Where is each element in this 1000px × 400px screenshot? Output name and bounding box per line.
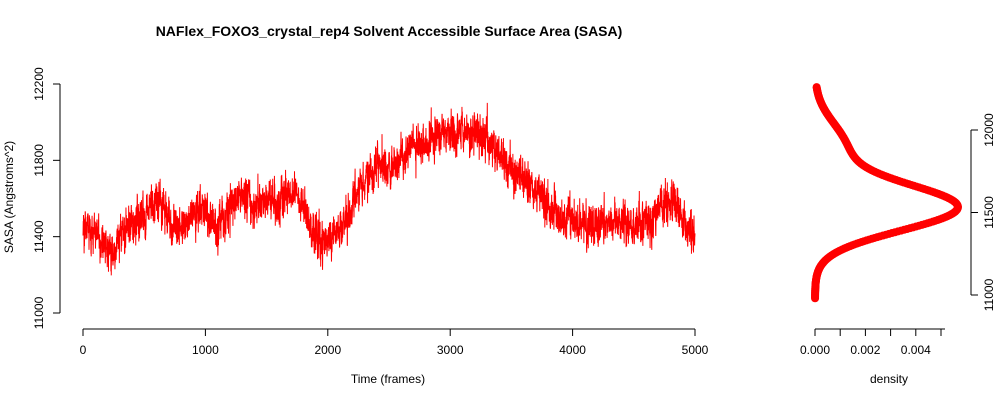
density-point — [812, 83, 821, 92]
density-y-tick-label: 11000 — [982, 278, 996, 311]
chart-title: NAFlex_FOXO3_crystal_rep4 Solvent Access… — [156, 23, 623, 39]
density-y-ticks: 11000 11500 12000 — [971, 113, 996, 311]
x-ticks: 0 1000 2000 3000 4000 5000 — [80, 329, 709, 357]
y-tick-label: 12200 — [32, 67, 46, 101]
x-tick-label: 2000 — [314, 343, 341, 357]
x-tick-label: 4000 — [559, 343, 586, 357]
y-tick-label: 11000 — [32, 296, 46, 329]
x-tick-label: 0 — [80, 343, 87, 357]
y-tick-label: 11800 — [32, 144, 46, 177]
x-tick-label: 5000 — [682, 343, 709, 357]
density-x-axis-label: density — [870, 372, 908, 386]
density-points — [811, 83, 962, 303]
density-panel: 0.000 0.002 0.004 11000 11500 12000 density — [800, 83, 996, 386]
x-axis-label: Time (frames) — [351, 372, 425, 386]
density-x-tick-label: 0.004 — [901, 343, 931, 357]
density-x-tick-label: 0.000 — [800, 343, 830, 357]
y-axis-label: SASA (Angstroms^2) — [2, 141, 16, 253]
y-tick-label: 11400 — [32, 220, 46, 253]
density-x-ticks: 0.000 0.002 0.004 — [800, 329, 942, 357]
sasa-series-line — [82, 102, 696, 276]
density-y-tick-label: 12000 — [982, 113, 996, 147]
density-y-tick-label: 11500 — [982, 196, 996, 229]
density-x-tick-label: 0.002 — [850, 343, 880, 357]
y-ticks: 11000 11400 11800 12200 — [32, 67, 60, 329]
main-panel: 0 1000 2000 3000 4000 5000 11000 11400 11800 122… — [2, 67, 709, 386]
x-tick-label: 3000 — [437, 343, 464, 357]
x-tick-label: 1000 — [192, 343, 219, 357]
